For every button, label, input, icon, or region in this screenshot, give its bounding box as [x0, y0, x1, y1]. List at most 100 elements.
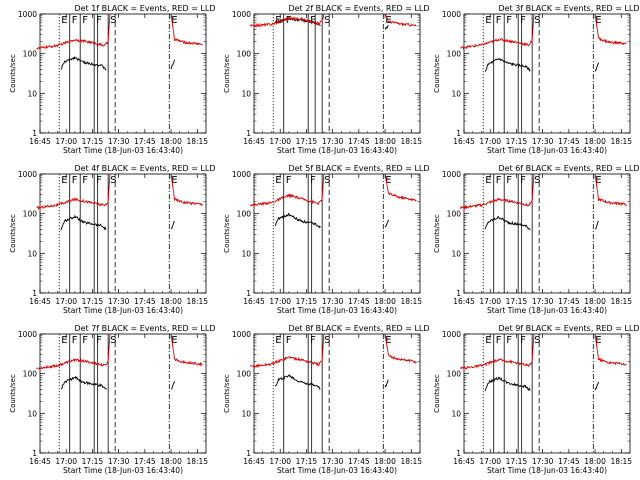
axes-frame — [253, 13, 421, 134]
events-series-line — [170, 59, 175, 70]
y-tick-label: 1000 — [232, 10, 251, 19]
y-axis-label: Counts/sec — [9, 54, 17, 93]
y-tick-label: 10 — [451, 89, 461, 98]
y-tick-label: 10 — [241, 409, 251, 418]
y-tick-label: 1000 — [442, 10, 461, 19]
x-tick-label: 17:00 — [269, 457, 291, 466]
marker-label: F — [496, 175, 502, 186]
panel-title: Det 2f BLACK = Events, RED = LLD — [288, 4, 429, 13]
lld-series-line — [250, 13, 325, 28]
x-tick-label: 18:00 — [374, 457, 396, 466]
events-series-line — [384, 24, 389, 30]
events-series-line — [274, 17, 321, 27]
x-tick-label: 17:15 — [506, 297, 528, 306]
y-tick-label: 10 — [451, 249, 461, 258]
y-tick-label: 1 — [456, 289, 461, 298]
lld-series-line — [170, 333, 203, 367]
x-tick-label: 16:45 — [29, 137, 51, 146]
events-series-line — [484, 376, 531, 392]
marker-label: E — [595, 15, 601, 26]
x-tick-label: 16:45 — [243, 457, 265, 466]
panel-8f: 16:45 17:00 17:15 17:30 17:45 18:00 18:15 1 10 10… — [223, 324, 430, 475]
x-tick-label: 16:45 — [453, 457, 475, 466]
events-series-line — [594, 220, 599, 230]
panel-title: Det 3f BLACK = Events, RED = LLD — [498, 4, 639, 13]
y-tick-label: 10 — [27, 249, 37, 258]
marker-label: S — [534, 15, 540, 26]
events-series-line — [384, 219, 389, 228]
marker-label: F — [506, 175, 512, 186]
y-tick-label: 100 — [23, 210, 38, 219]
x-tick-label: 17:15 — [506, 457, 528, 466]
panel-9f: 16:45 17:00 17:15 17:30 17:45 18:00 18:15 1 10 10… — [433, 324, 640, 475]
x-axis-label: Start Time (18-Jun-03 16:43:40) — [63, 146, 183, 155]
marker-label: E — [485, 175, 491, 186]
marker-label: E — [595, 335, 601, 346]
marker-label: S — [110, 15, 116, 26]
x-tick-label: 18:00 — [584, 297, 606, 306]
marker-label: F — [496, 15, 502, 26]
x-axis-label: Start Time (18-Jun-03 16:43:40) — [487, 306, 607, 315]
x-tick-label: 18:15 — [400, 457, 422, 466]
y-tick-label: 100 — [447, 370, 462, 379]
x-tick-label: 17:15 — [82, 137, 104, 146]
axes-frame — [39, 173, 207, 294]
marker-label: F — [310, 175, 316, 186]
marker-label: E — [595, 175, 601, 186]
events-series-line — [384, 379, 389, 388]
x-tick-label: 17:30 — [322, 297, 344, 306]
y-tick-label: 100 — [237, 50, 252, 59]
x-tick-label: 18:15 — [186, 297, 208, 306]
y-tick-label: 1000 — [18, 10, 37, 19]
x-tick-label: 18:15 — [186, 137, 208, 146]
marker-label: F — [96, 335, 102, 346]
y-tick-label: 1 — [32, 289, 37, 298]
x-tick-label: 18:15 — [610, 137, 632, 146]
y-tick-label: 1000 — [18, 330, 37, 339]
marker-label: E — [61, 335, 67, 346]
y-tick-label: 1 — [456, 449, 461, 458]
y-axis-label: Counts/sec — [9, 214, 17, 253]
y-tick-label: 1000 — [232, 170, 251, 179]
panel-6f: 16:45 17:00 17:15 17:30 17:45 18:00 18:15 1 10 10… — [433, 164, 640, 315]
marker-label: F — [96, 175, 102, 186]
events-series-line — [274, 212, 321, 229]
x-axis-label: Start Time (18-Jun-03 16:43:40) — [63, 306, 183, 315]
y-tick-label: 10 — [451, 409, 461, 418]
lld-series-line — [250, 333, 325, 369]
marker-label: F — [286, 335, 292, 346]
x-tick-label: 17:00 — [55, 297, 77, 306]
marker-label: E — [385, 175, 391, 186]
panel-4f: 16:45 17:00 17:15 17:30 17:45 18:00 18:15 1 10 10… — [9, 164, 216, 315]
lld-series-line — [460, 13, 535, 50]
marker-label: S — [324, 335, 330, 346]
marker-label: E — [485, 15, 491, 26]
x-axis-label: Start Time (18-Jun-03 16:43:40) — [487, 466, 607, 475]
x-axis-label: Start Time (18-Jun-03 16:43:40) — [277, 466, 397, 475]
marker-label: F — [310, 335, 316, 346]
x-tick-label: 17:45 — [134, 297, 156, 306]
axes-frame — [463, 173, 631, 294]
marker-label: F — [96, 15, 102, 26]
y-tick-label: 10 — [27, 89, 37, 98]
events-series-line — [170, 220, 175, 230]
x-tick-label: 17:00 — [269, 137, 291, 146]
marker-label: F — [496, 335, 502, 346]
marker-label: E — [171, 175, 177, 186]
y-axis-label: Counts/sec — [433, 54, 441, 93]
y-tick-label: 100 — [237, 370, 252, 379]
marker-label: F — [520, 175, 526, 186]
x-axis-label: Start Time (18-Jun-03 16:43:40) — [277, 306, 397, 315]
x-tick-label: 17:15 — [296, 457, 318, 466]
x-tick-label: 17:45 — [558, 457, 580, 466]
axes-frame — [463, 333, 631, 454]
events-series-line — [61, 375, 107, 390]
x-tick-label: 18:00 — [160, 137, 182, 146]
panel-title: Det 8f BLACK = Events, RED = LLD — [288, 324, 429, 333]
marker-label: E — [61, 175, 67, 186]
lld-series-line — [170, 173, 203, 207]
y-tick-label: 1000 — [442, 170, 461, 179]
x-tick-label: 16:45 — [243, 137, 265, 146]
panel-title: Det 9f BLACK = Events, RED = LLD — [498, 324, 639, 333]
x-tick-label: 18:00 — [584, 137, 606, 146]
